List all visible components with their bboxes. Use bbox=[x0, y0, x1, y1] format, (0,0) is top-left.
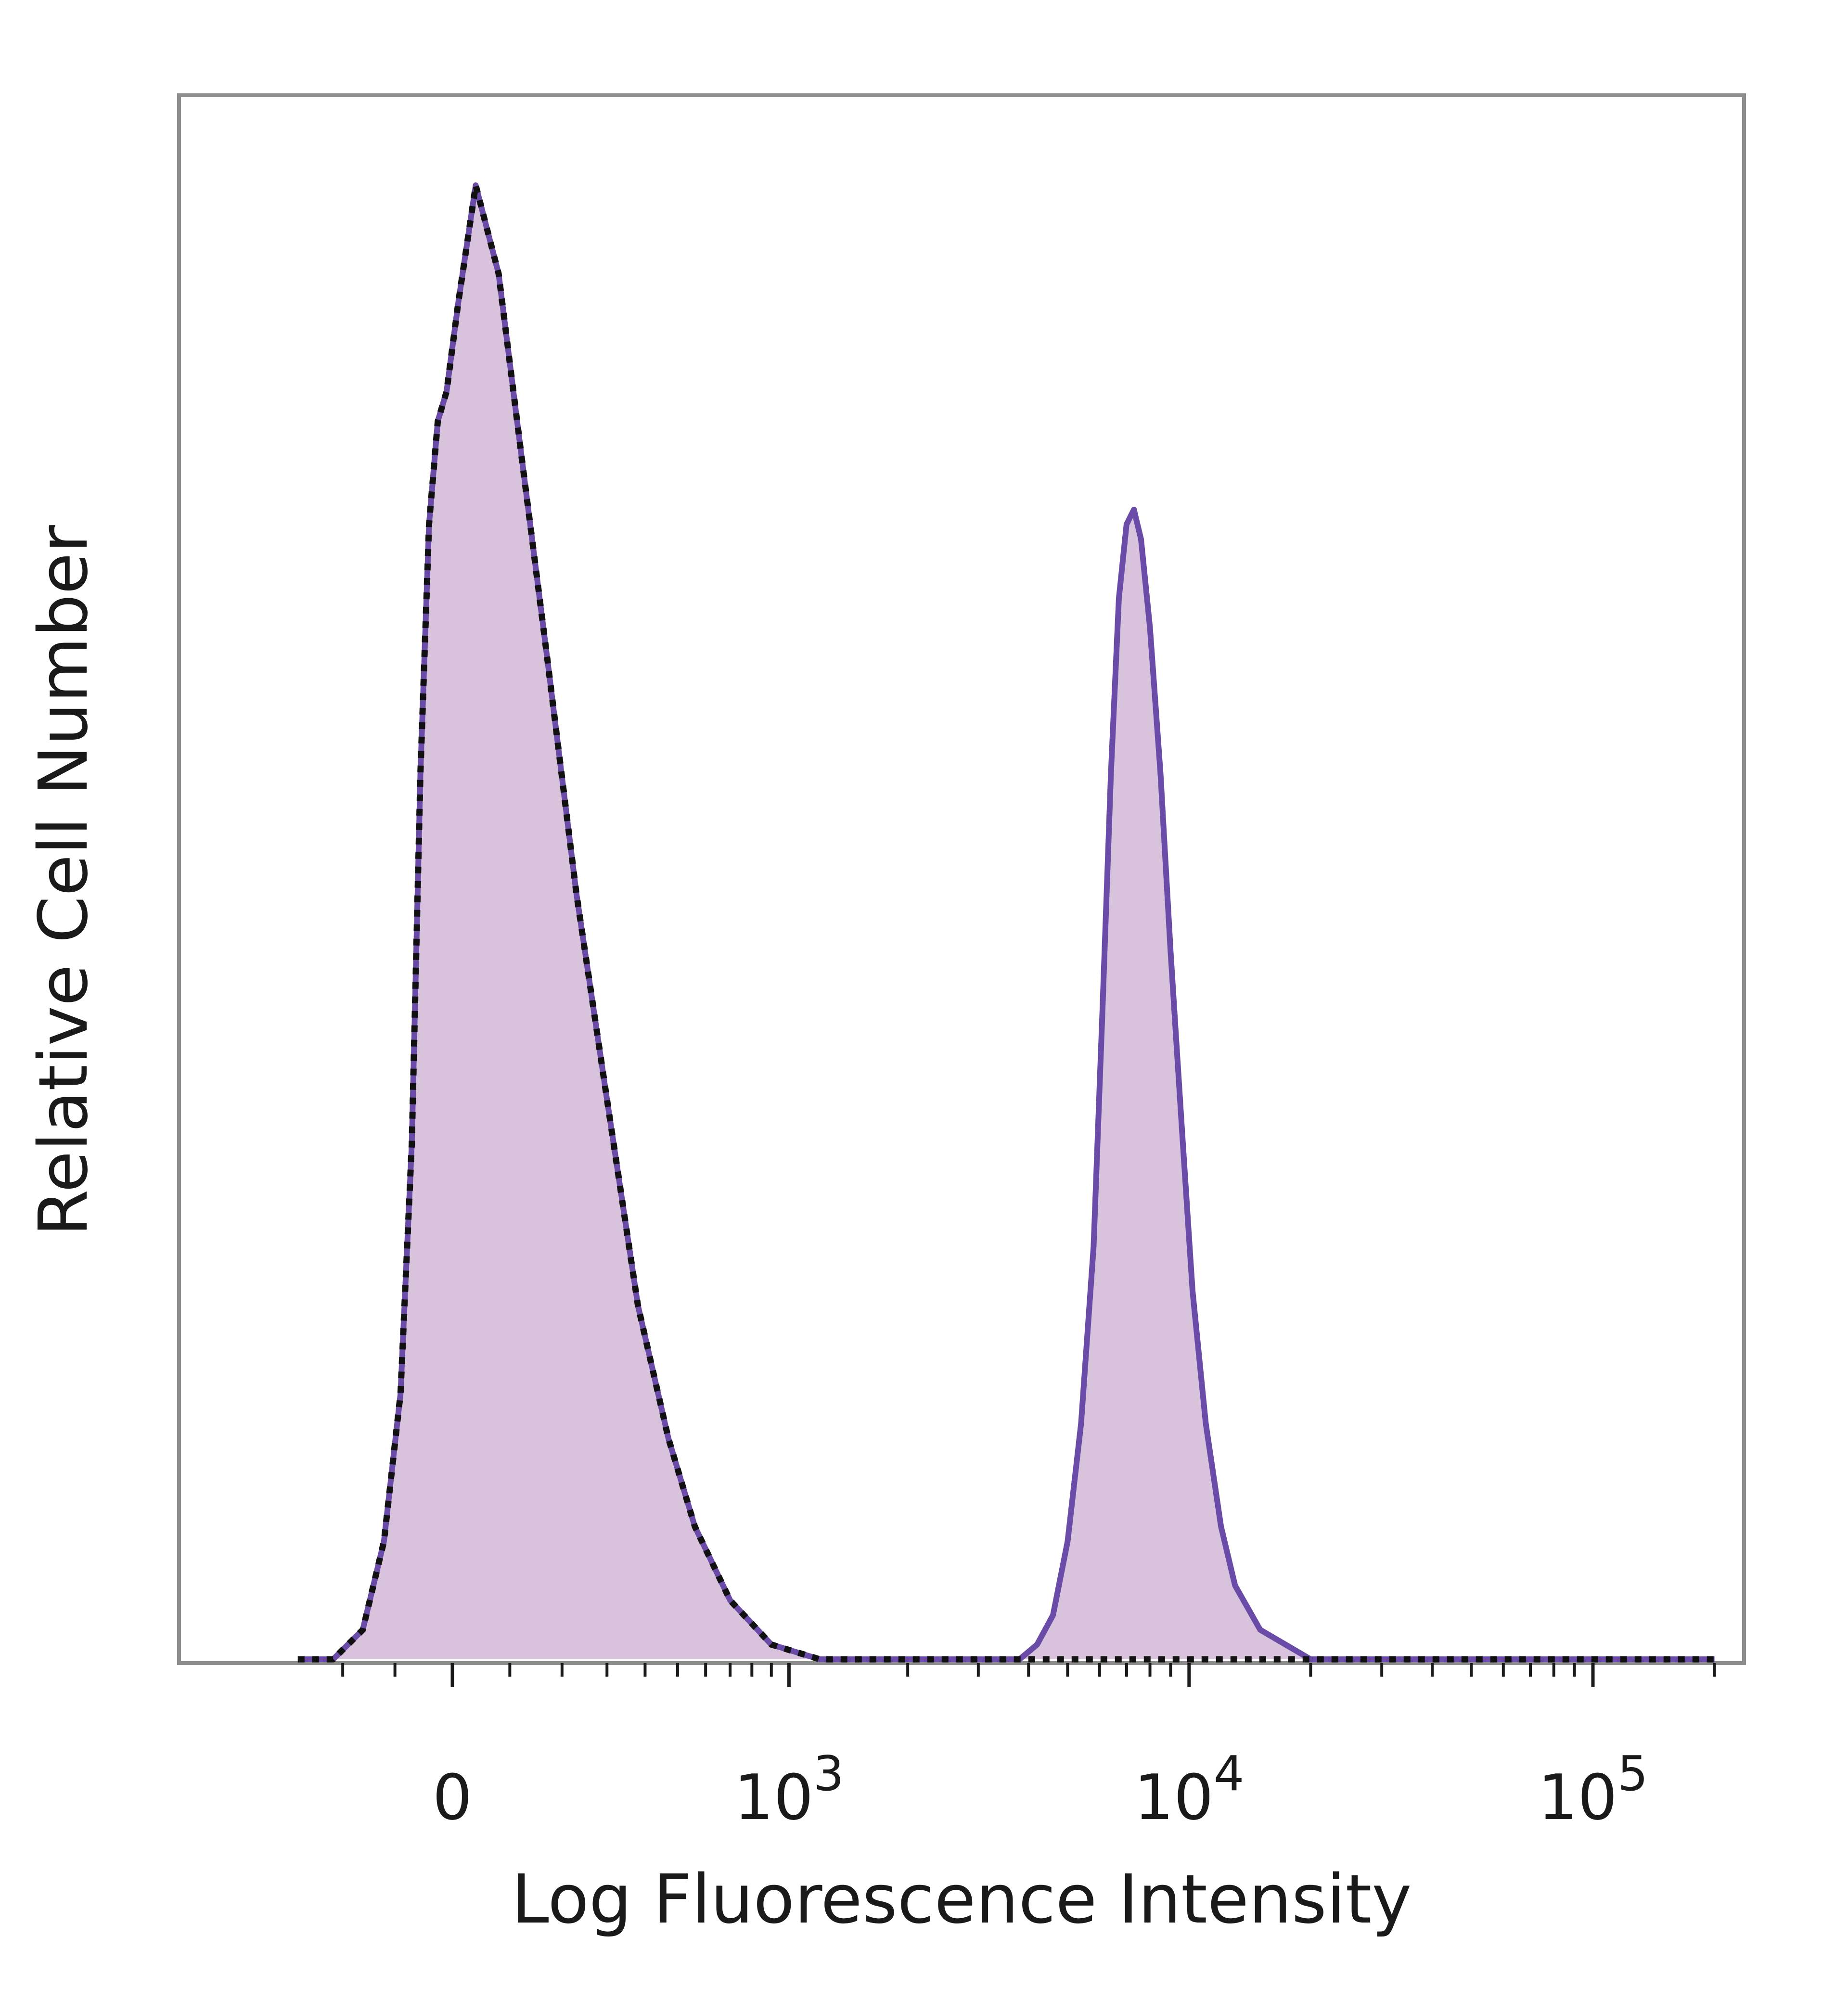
series-layer bbox=[297, 182, 1715, 1663]
x-tick-label: 103 bbox=[734, 1745, 844, 1834]
control-histogram-line bbox=[297, 182, 1715, 1663]
x-tick-label: 104 bbox=[1134, 1745, 1244, 1834]
x-axis-ticks: 0 103 104 105 bbox=[341, 1663, 1716, 1834]
x-axis-label: Log Fluorescence Intensity bbox=[512, 1860, 1412, 1939]
x-tick-label: 0 bbox=[433, 1761, 473, 1834]
x-tick-label: 105 bbox=[1538, 1745, 1648, 1834]
stained-histogram-fill bbox=[297, 185, 1715, 1659]
y-axis-label: Relative Cell Number bbox=[25, 525, 103, 1236]
stained-histogram-line bbox=[297, 182, 1715, 1662]
